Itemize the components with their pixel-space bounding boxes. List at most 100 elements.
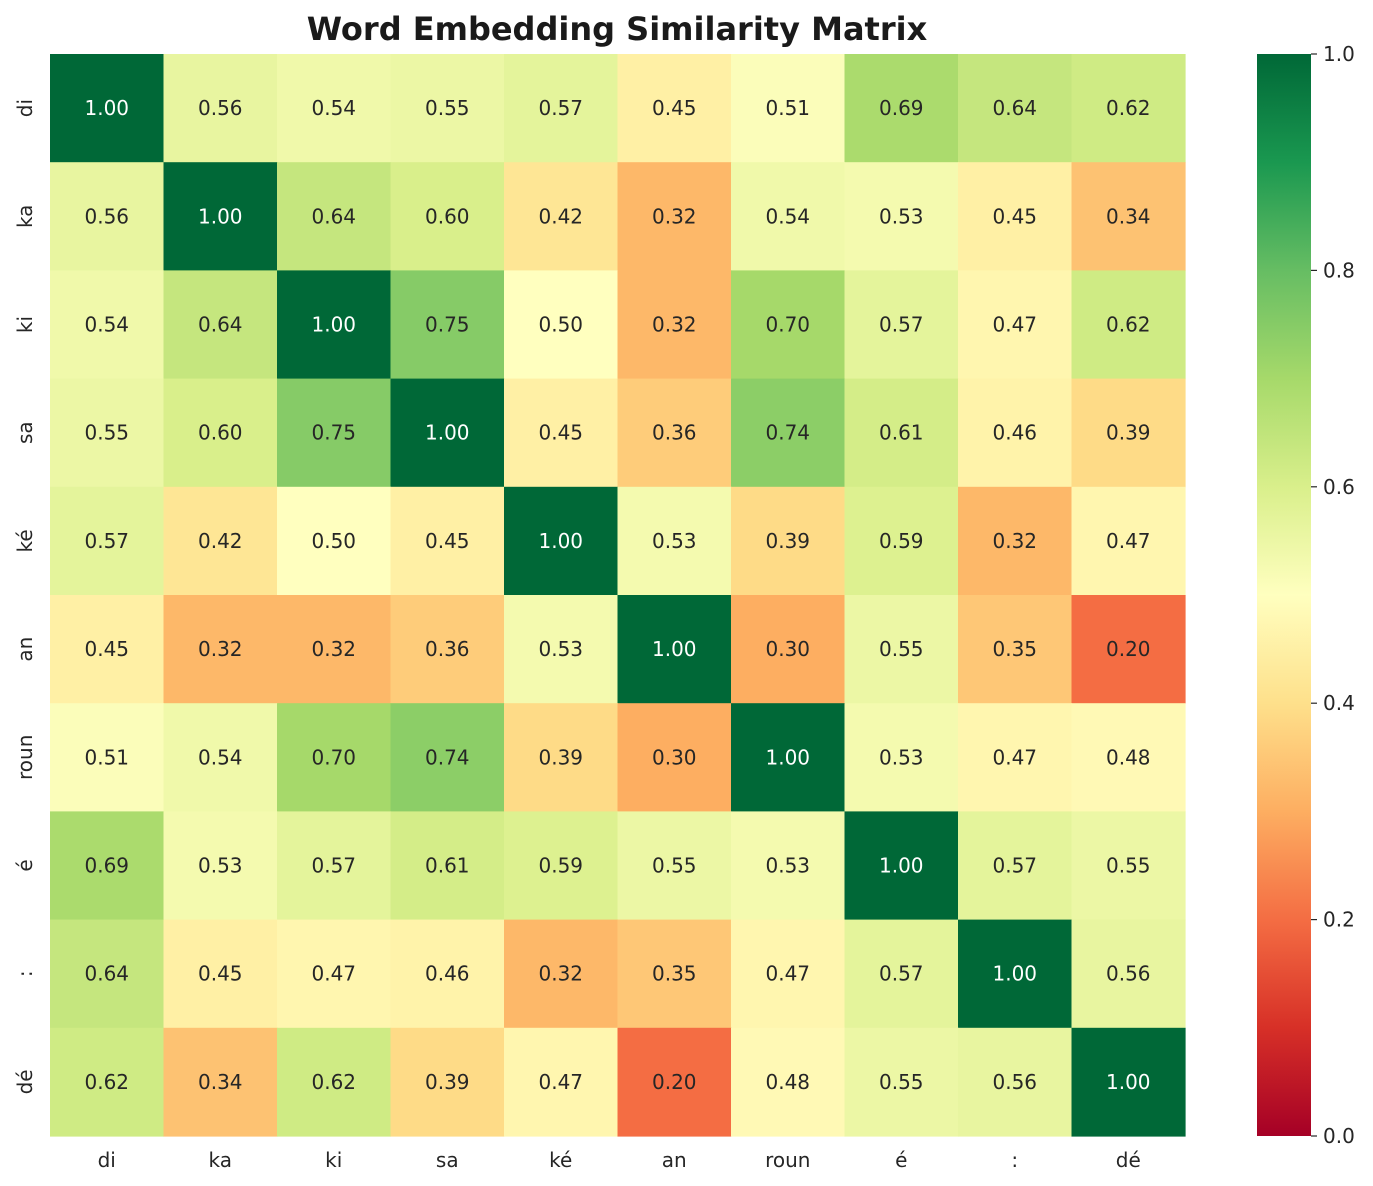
- cell-value-label: 0.45: [84, 637, 129, 661]
- cell-value-label: 0.56: [992, 1070, 1037, 1094]
- cell-value-label: 0.53: [879, 745, 924, 769]
- heatmap-cell: [1071, 595, 1186, 704]
- heatmap-cell: [163, 162, 278, 271]
- heatmap-cell: [844, 811, 959, 921]
- heatmap-cell: [504, 595, 619, 704]
- heatmap-cell: [504, 1027, 619, 1137]
- cell-value-label: 0.64: [198, 313, 243, 337]
- heatmap-cell: [50, 54, 165, 163]
- heatmap-cell: [844, 595, 959, 704]
- x-tick-label: :: [1011, 1148, 1018, 1172]
- heatmap-cell: [844, 919, 959, 1029]
- cell-value-label: 0.34: [198, 1070, 243, 1094]
- cell-value-label: 0.60: [425, 204, 470, 228]
- colorbar-ticks: 0.0 0.2 0.4 0.6 0.8 1.0: [1311, 42, 1355, 1148]
- heatmap-cell: [50, 811, 165, 921]
- heatmap-cell: [163, 595, 278, 704]
- heatmap-cell: [617, 162, 732, 271]
- heatmap-cell: [163, 811, 278, 921]
- heatmap-cell: [617, 378, 732, 488]
- cell-value-label: 0.55: [1106, 854, 1151, 878]
- cell-value-label: 0.42: [198, 529, 243, 553]
- cell-value-label: 0.34: [1106, 204, 1151, 228]
- cell-value-label: 1.00: [538, 529, 583, 553]
- heatmap-cell: [844, 703, 959, 812]
- heatmap-cell: [277, 270, 392, 380]
- heatmap-cell: [844, 162, 959, 271]
- heatmap-cell: [958, 1027, 1073, 1137]
- heatmap-cell: [844, 378, 959, 488]
- heatmap-cell: [731, 1027, 846, 1137]
- heatmap-cell: [617, 486, 732, 596]
- heatmap-cell: [1071, 162, 1186, 271]
- cell-value-label: 0.54: [311, 96, 356, 120]
- heatmap-cell: [958, 703, 1073, 812]
- y-tick-label: dé: [13, 1069, 37, 1094]
- cell-value-label: 0.50: [311, 529, 356, 553]
- heatmap-cell: [958, 811, 1073, 921]
- cell-value-label: 0.45: [652, 96, 697, 120]
- heatmap-cell: [1071, 54, 1186, 163]
- heatmap-cell: [163, 378, 278, 488]
- heatmap-cell: [390, 595, 505, 704]
- x-tick-label: ki: [325, 1148, 342, 1172]
- heatmap-cell: [50, 162, 165, 271]
- heatmap-cell: [958, 162, 1073, 271]
- cell-value-label: 0.53: [538, 637, 583, 661]
- cell-value-label: 0.47: [992, 313, 1037, 337]
- cell-value-label: 0.74: [765, 421, 810, 445]
- heatmap-cell: [277, 54, 392, 163]
- cell-value-label: 0.56: [1106, 962, 1151, 986]
- colorbar-tick-label: 1.0: [1323, 42, 1355, 66]
- colorbar-tick-label: 0.8: [1323, 258, 1355, 282]
- heatmap-cell: [390, 378, 505, 488]
- cell-value-label: 0.75: [425, 313, 470, 337]
- x-tick-label: sa: [436, 1148, 459, 1172]
- chart-title: Word Embedding Similarity Matrix: [307, 10, 928, 48]
- heatmap-cell: [958, 270, 1073, 380]
- cell-value-label: 0.32: [652, 313, 697, 337]
- cell-value-label: 0.53: [879, 204, 924, 228]
- cell-value-label: 0.55: [879, 637, 924, 661]
- heatmap-cell: [50, 270, 165, 380]
- cell-value-label: 0.46: [425, 962, 470, 986]
- heatmap-cell: [390, 919, 505, 1029]
- heatmap-cell: [390, 162, 505, 271]
- cell-value-label: 0.45: [198, 962, 243, 986]
- cell-value-label: 0.62: [1106, 313, 1151, 337]
- cell-value-label: 0.35: [652, 962, 697, 986]
- cell-value-label: 0.64: [84, 962, 129, 986]
- heatmap-cell: [844, 270, 959, 380]
- heatmap-cell: [731, 919, 846, 1029]
- heatmap-cell: [277, 595, 392, 704]
- y-tick-label: di: [13, 99, 37, 117]
- heatmap-cell: [390, 270, 505, 380]
- cell-value-label: 0.62: [1106, 96, 1151, 120]
- cell-value-label: 0.55: [879, 1070, 924, 1094]
- cell-value-label: 0.54: [198, 745, 243, 769]
- cell-value-label: 0.20: [652, 1070, 697, 1094]
- heatmap-cell: [390, 54, 505, 163]
- cell-value-label: 0.42: [538, 204, 583, 228]
- heatmap-cell: [617, 1027, 732, 1137]
- cell-value-label: 0.48: [765, 1070, 810, 1094]
- heatmap-cell: [504, 162, 619, 271]
- cell-value-label: 0.53: [765, 854, 810, 878]
- y-tick-label: :: [13, 970, 37, 977]
- heatmap-cell: [277, 919, 392, 1029]
- cell-value-label: 0.46: [992, 421, 1037, 445]
- y-tick-label: an: [13, 637, 37, 662]
- x-tick-label: ké: [549, 1148, 572, 1172]
- heatmap-cell: [163, 270, 278, 380]
- cell-value-label: 0.30: [765, 637, 810, 661]
- heatmap-cell: [163, 486, 278, 596]
- cell-value-label: 0.47: [992, 745, 1037, 769]
- heatmap-cell: [277, 811, 392, 921]
- cell-value-label: 0.53: [652, 529, 697, 553]
- cell-value-label: 0.62: [311, 1070, 356, 1094]
- heatmap-cell: [50, 595, 165, 704]
- cell-value-label: 1.00: [425, 421, 470, 445]
- cell-value-label: 0.54: [765, 204, 810, 228]
- colorbar-gradient: [1257, 54, 1311, 1136]
- cell-value-label: 0.61: [425, 854, 470, 878]
